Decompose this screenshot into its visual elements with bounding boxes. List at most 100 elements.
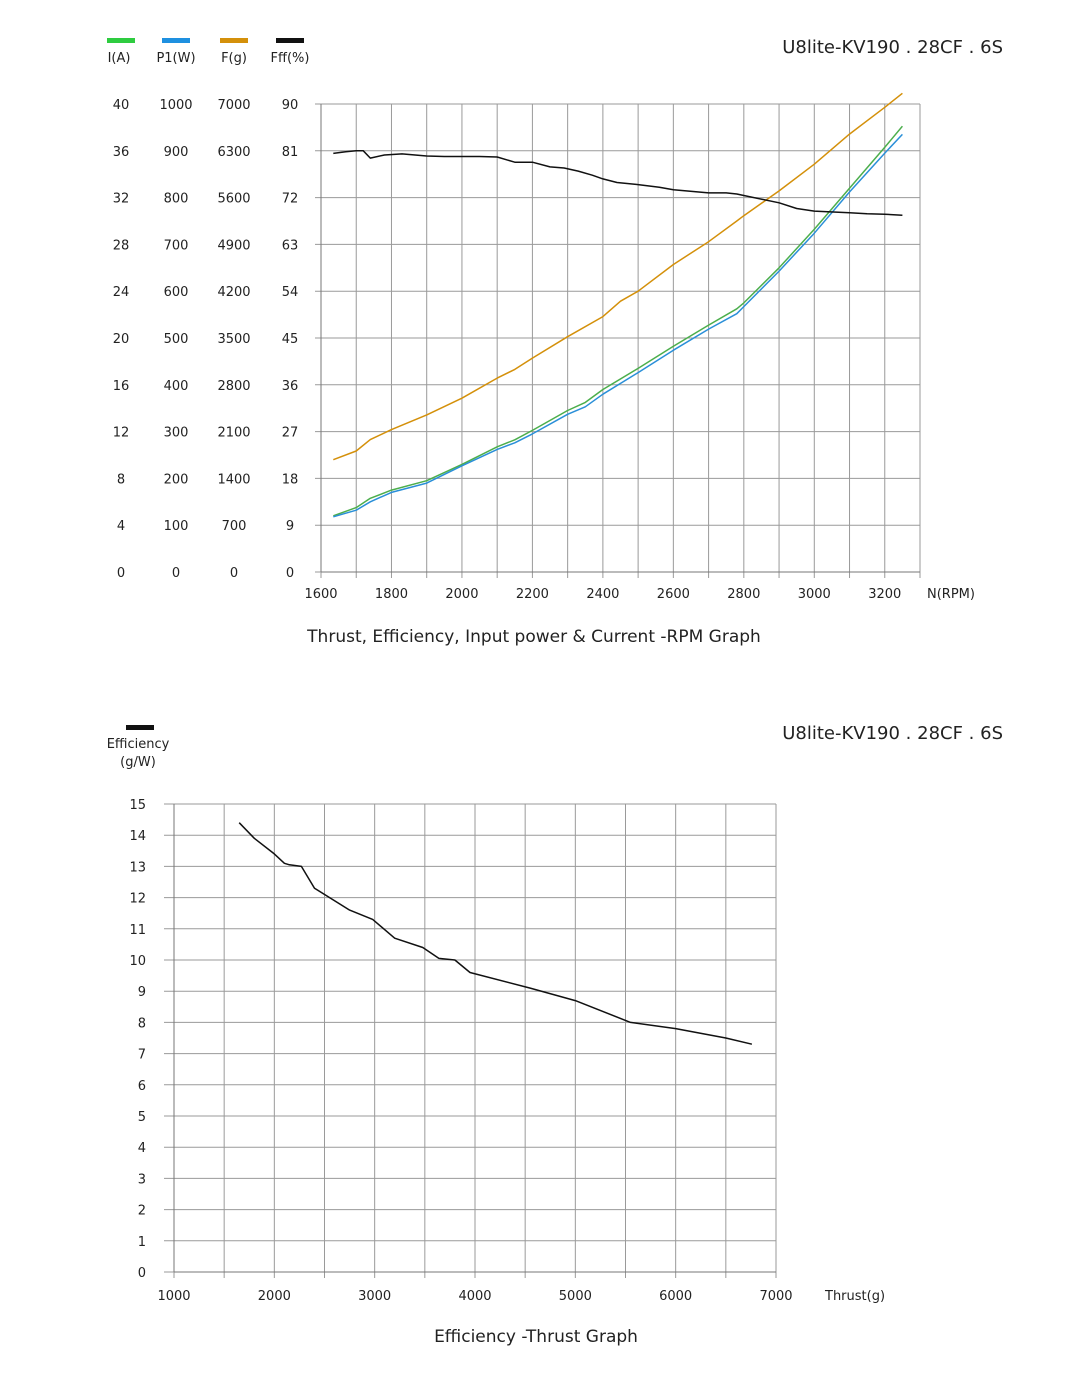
y-tick-label-I: 24 [113,285,130,300]
y-tick-label: 0 [138,1266,146,1281]
y-tick-label: 1 [138,1235,146,1250]
y-tick-label-Eff: 45 [282,332,299,347]
y-tick-label-Eff: 90 [282,98,299,113]
x-tick-label: 3200 [868,587,901,602]
y-tick-label-Eff: 27 [282,426,299,441]
y-tick-label-P1: 600 [164,285,189,300]
x-tick-label: 7000 [759,1289,792,1304]
y-tick-label-I: 12 [113,426,130,441]
y-tick-label: 15 [129,798,146,813]
y-tick-label-F: 4900 [217,238,250,253]
y-tick-label-I: 8 [117,472,125,487]
legend-label-unit: (g/W) [120,755,156,770]
y-tick-label: 4 [138,1141,146,1156]
x-axis-tick-labels: 1600 1800 2000 2200 2400 2600 2800 3000 3200 [304,587,901,602]
x-tick-label: 4000 [458,1289,491,1304]
y-tick-label-P1: 700 [164,238,189,253]
series-line-F [333,92,903,461]
y-tick-label-P1: 1000 [159,98,192,113]
y-tick-label-I: 4 [117,519,125,534]
y-tick-label-P1: 200 [164,472,189,487]
x-tick-label: 2800 [727,587,760,602]
y-tick-label-P1: 500 [164,332,189,347]
y-tick-label-P1: 300 [164,426,189,441]
x-axis-label: N(RPM) [927,587,975,602]
y-tick-label-F: 6300 [217,145,250,160]
y-tick-label: 10 [129,954,146,969]
x-tick-label: 2000 [445,587,478,602]
y-tick-label-Eff: 36 [282,379,299,394]
x-tick-label: 6000 [659,1289,692,1304]
x-axis-tick-labels: 1000 2000 3000 4000 5000 6000 7000 [157,1289,792,1304]
y-tick-label-Eff: 9 [286,519,294,534]
series-lines [238,822,753,1045]
y-tick-label-F: 0 [230,566,238,581]
y-tick-label: 6 [138,1079,146,1094]
y-tick-label-F: 700 [222,519,247,534]
x-tick-label: 5000 [559,1289,592,1304]
plot-grid [315,103,921,578]
series-line-P1 [333,133,903,518]
y-tick-label-Eff: 81 [282,145,299,160]
legend-swatch-F [220,38,248,43]
rpm-performance-chart: I(A) P1(W) F(g) Fff(%) U8lite-KV190 . 28CF … [107,37,1003,647]
y-tick-label-F: 3500 [217,332,250,347]
legend-label-I: I(A) [108,51,131,66]
x-tick-label: 2600 [657,587,690,602]
model-title: U8lite-KV190 . 28CF . 6S [782,723,1003,744]
legend-swatch-P1 [162,38,190,43]
y-tick-label-P1: 0 [172,566,180,581]
x-axis-label: Thrust(g) [824,1289,885,1304]
series-line-efficiency [238,822,753,1045]
y-tick-label-F: 2100 [217,426,250,441]
legend-swatch-efficiency [126,725,154,730]
series-lines [333,92,903,518]
legend-swatch-Eff [276,38,304,43]
y-tick-label: 12 [129,892,146,907]
y-tick-label-P1: 100 [164,519,189,534]
y-tick-label-I: 36 [113,145,130,160]
chart-caption: Thrust, Efficiency, Input power & Curren… [306,627,761,647]
y-tick-label-I: 28 [113,238,130,253]
y-tick-label-I: 32 [113,192,130,207]
x-tick-label: 1000 [157,1289,190,1304]
x-tick-label: 1800 [375,587,408,602]
y-tick-label-P1: 900 [164,145,189,160]
y-tick-label: 5 [138,1110,146,1125]
x-tick-label: 3000 [358,1289,391,1304]
series-line-I [333,125,903,517]
y-tick-label-Eff: 72 [282,192,299,207]
y-tick-label-I: 40 [113,98,130,113]
legend-label-F: F(g) [221,51,247,66]
y-tick-label-F: 7000 [217,98,250,113]
y-tick-label-Eff: 54 [282,285,299,300]
legend-label-efficiency: Efficiency [107,737,170,752]
y-tick-label-Eff: 63 [282,238,299,253]
y-tick-label: 9 [138,985,146,1000]
y-tick-label-P1: 800 [164,192,189,207]
y-tick-label: 7 [138,1048,146,1063]
y-tick-label-P1: 400 [164,379,189,394]
y-tick-label-I: 0 [117,566,125,581]
series-line-Eff [333,150,903,217]
legend-label-Eff: Fff(%) [271,51,310,66]
y-tick-label-I: 20 [113,332,130,347]
y-tick-label-F: 5600 [217,192,250,207]
x-tick-label: 2200 [516,587,549,602]
y-tick-label-F: 1400 [217,472,250,487]
y-tick-label-Eff: 0 [286,566,294,581]
y-tick-label: 14 [129,829,146,844]
y-tick-label: 13 [129,860,146,875]
legend: I(A) P1(W) F(g) Fff(%) [107,38,309,66]
plot-grid [164,803,777,1278]
y-axes-tick-labels: 4036322824201612840100090080070060050040… [113,98,299,581]
x-tick-label: 3000 [798,587,831,602]
legend-swatch-I [107,38,135,43]
x-tick-label: 1600 [304,587,337,602]
chart-caption: Efficiency -Thrust Graph [434,1327,638,1347]
model-title: U8lite-KV190 . 28CF . 6S [782,37,1003,58]
y-tick-label-F: 2800 [217,379,250,394]
y-tick-label-F: 4200 [217,285,250,300]
x-tick-label: 2400 [586,587,619,602]
